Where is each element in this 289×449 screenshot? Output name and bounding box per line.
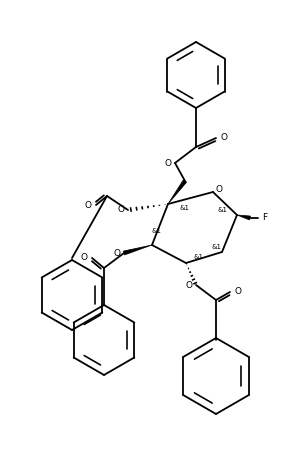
Polygon shape	[237, 215, 251, 220]
Text: &1: &1	[193, 254, 203, 260]
Text: O: O	[164, 158, 171, 167]
Text: O: O	[81, 254, 88, 263]
Text: O: O	[221, 133, 227, 142]
Polygon shape	[123, 245, 152, 255]
Text: &1: &1	[152, 228, 162, 234]
Text: &1: &1	[218, 207, 228, 213]
Text: O: O	[118, 206, 125, 215]
Text: O: O	[186, 281, 192, 290]
Polygon shape	[168, 180, 187, 204]
Text: O: O	[114, 248, 121, 257]
Text: O: O	[84, 201, 92, 210]
Text: &1: &1	[212, 244, 222, 250]
Text: F: F	[262, 214, 268, 223]
Text: O: O	[234, 287, 242, 296]
Text: &1: &1	[179, 205, 189, 211]
Text: O: O	[216, 185, 223, 194]
